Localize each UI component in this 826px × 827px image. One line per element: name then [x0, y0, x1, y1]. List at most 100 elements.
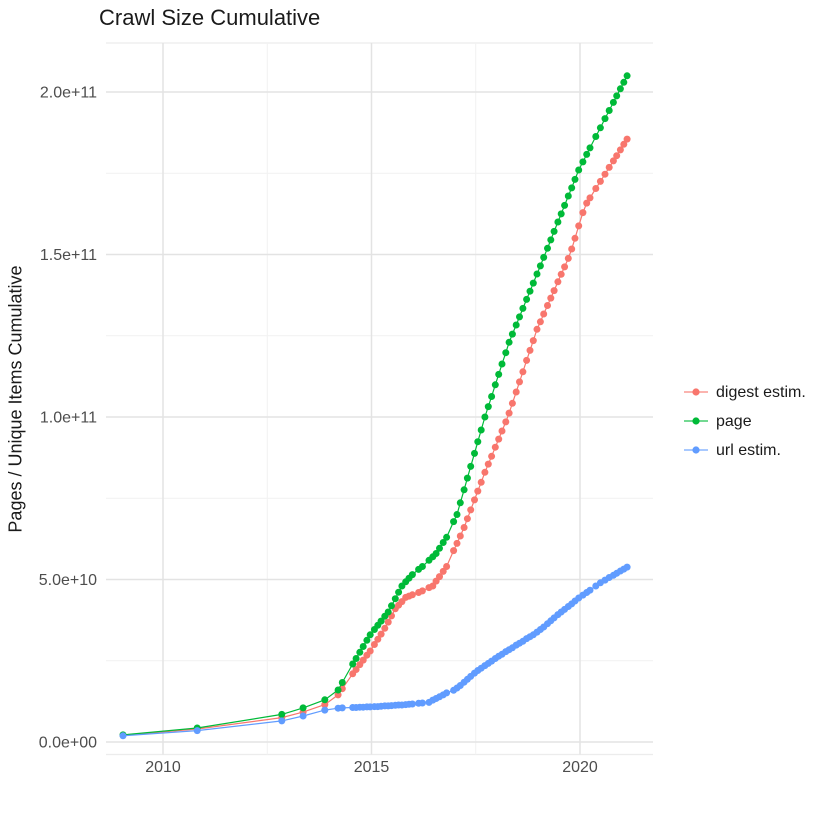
data-point-digest-estim [540, 310, 548, 318]
data-point-page [460, 486, 468, 494]
data-point-page [616, 85, 624, 93]
data-point-page [605, 107, 613, 114]
data-point-digest-estim [526, 346, 534, 354]
data-point-digest-estim [370, 641, 378, 648]
data-point-digest-estim [374, 635, 382, 643]
data-point-page [349, 660, 357, 668]
data-point-digest-estim [519, 368, 527, 376]
data-point-page [299, 704, 307, 712]
data-point-digest-estim [505, 409, 513, 417]
data-point-page [418, 563, 426, 570]
data-point-page [623, 72, 631, 80]
data-point-digest-estim [384, 618, 392, 626]
data-point-url-estim [278, 717, 286, 725]
data-point-digest-estim [564, 254, 572, 262]
data-point-page [505, 338, 513, 346]
data-point-page [526, 287, 534, 295]
legend-item-url-estim: url estim. [684, 442, 781, 459]
legend-key-point-page [692, 417, 700, 425]
data-point-digest-estim [616, 146, 624, 154]
data-point-page [512, 321, 520, 329]
data-point-digest-estim [502, 418, 510, 426]
data-point-url-estim [193, 727, 201, 735]
legend-item-page: page [684, 413, 752, 430]
data-point-page [575, 166, 583, 174]
data-point-page [502, 349, 510, 357]
data-point-url-estim [299, 712, 307, 720]
data-point-digest-estim [495, 435, 503, 443]
data-point-digest-estim [488, 452, 496, 460]
data-point-page [568, 184, 576, 192]
data-point-url-estim [586, 586, 594, 594]
data-point-page [544, 244, 551, 252]
data-point-page [488, 393, 496, 400]
data-point-digest-estim [579, 209, 587, 217]
data-point-page [363, 636, 371, 644]
data-point-digest-estim [571, 234, 579, 242]
data-point-digest-estim [450, 547, 458, 555]
data-point-page [498, 360, 506, 368]
data-point-page [391, 595, 399, 603]
series-url-estim [119, 563, 631, 740]
data-point-digest-estim [592, 185, 600, 192]
data-point-page [547, 236, 555, 244]
series-line-url-estim [122, 566, 628, 737]
data-point-page [453, 511, 461, 518]
data-point-url-estim [408, 700, 416, 708]
data-point-page [436, 544, 443, 552]
data-point-page [620, 78, 628, 86]
data-point-url-estim [443, 689, 451, 697]
y-tick-label: 0.0e+00 [39, 735, 97, 752]
legend-label: digest estim. [716, 384, 806, 401]
data-point-digest-estim [491, 443, 499, 451]
data-point-digest-estim [439, 567, 447, 575]
data-point-page [432, 550, 440, 557]
data-point-digest-estim [484, 460, 492, 468]
data-point-page [564, 192, 572, 200]
data-point-digest-estim [550, 287, 558, 295]
data-point-page [609, 98, 617, 106]
data-point-page [456, 499, 464, 507]
data-point-page [334, 686, 342, 694]
data-point-url-estim [338, 704, 346, 712]
data-point-page [601, 115, 609, 123]
data-point-digest-estim [321, 701, 329, 709]
data-point-digest-estim [481, 468, 489, 476]
data-point-digest-estim [536, 318, 544, 326]
data-point-page [583, 150, 591, 158]
data-point-page [533, 270, 541, 278]
data-point-digest-estim [561, 263, 569, 271]
y-tick-label: 1.5e+11 [40, 247, 97, 264]
data-point-digest-estim [544, 302, 551, 309]
data-point-digest-estim [352, 666, 360, 673]
data-point-digest-estim [418, 587, 426, 595]
data-point-digest-estim [568, 245, 576, 253]
data-point-digest-estim [471, 496, 478, 504]
legend-label: url estim. [716, 442, 781, 459]
y-tick-label: 5.0e+10 [39, 572, 97, 589]
legend-key-point-digest-estim [692, 388, 700, 396]
data-point-page [554, 218, 562, 226]
x-tick-label: 2020 [562, 759, 598, 776]
data-point-digest-estim [557, 270, 565, 278]
data-point-digest-estim [436, 573, 443, 581]
data-point-digest-estim [456, 532, 464, 540]
data-point-page [366, 631, 374, 639]
data-point-url-estim [418, 699, 426, 707]
data-point-page [321, 696, 329, 704]
data-point-digest-estim [381, 624, 389, 632]
legend-key-point-url-estim [692, 446, 700, 454]
data-point-page [481, 413, 489, 421]
data-point-digest-estim [467, 506, 475, 514]
data-point-page [463, 474, 471, 482]
data-point-digest-estim [443, 563, 451, 570]
data-point-page [450, 518, 458, 526]
data-point-page [529, 279, 537, 287]
y-tick-label: 1.0e+11 [40, 410, 97, 427]
data-point-digest-estim [477, 478, 485, 486]
y-tick-labels: 0.0e+00 5.0e+10 1.0e+11 1.5e+11 2.0e+11 [39, 85, 97, 752]
data-point-digest-estim [508, 399, 516, 407]
data-point-page [586, 144, 594, 152]
data-point-page [384, 608, 392, 616]
